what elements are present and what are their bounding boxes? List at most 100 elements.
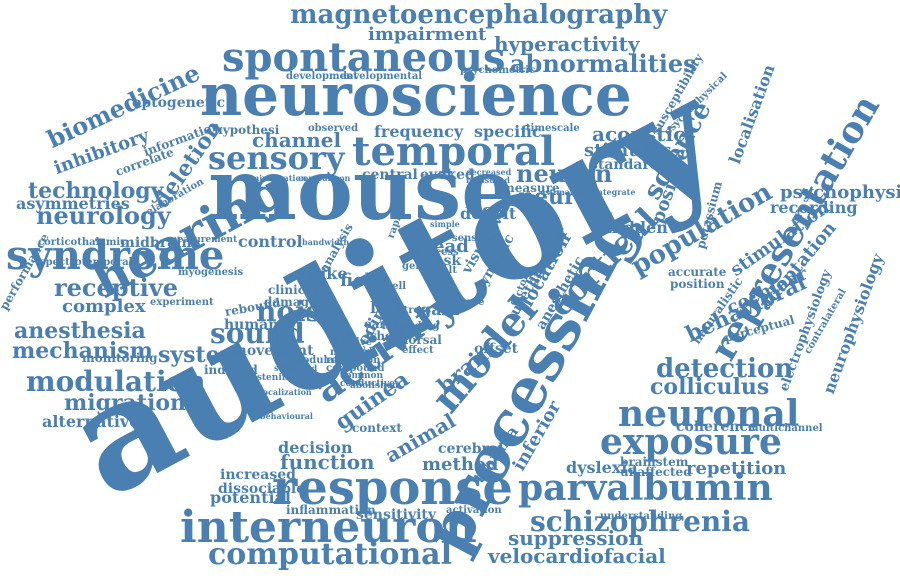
word-dissociable: dissociable [218, 481, 306, 497]
word-abolished: abolished [350, 381, 399, 391]
word-spike: spike [300, 264, 348, 283]
word-developmental: developmental [340, 71, 423, 82]
word-cell: cell [386, 281, 407, 292]
word-multichannel: multichannel [748, 423, 823, 434]
word-modulation: modulation [26, 365, 206, 398]
word-suppression: suppression [508, 526, 644, 550]
word-loss: loss [370, 298, 405, 317]
word-decreased: decreased [466, 167, 512, 177]
word-estimation: estimation [540, 187, 588, 197]
word-damage: damage [264, 295, 317, 309]
word-decision: decision [278, 438, 353, 457]
word-increased: increased [220, 467, 296, 483]
word-understanding: understanding [600, 511, 683, 522]
word-neuronal: neuronal [618, 393, 800, 435]
word-wheel: wheel [366, 329, 405, 343]
word-experiment: experiment [150, 297, 214, 308]
word-human: human [224, 317, 279, 333]
word-velocardiofacial: velocardiofacial [488, 544, 666, 568]
word-standard: standard [590, 157, 660, 173]
word-sensory: sensory [208, 139, 345, 177]
word-spontaneous: spontaneous [222, 34, 506, 81]
word-measure: measure [502, 181, 560, 195]
word-neural: neural [518, 184, 599, 210]
word-result: result [424, 265, 457, 276]
word-early: early [364, 317, 398, 331]
word-simple: simple [430, 219, 460, 229]
word-listening: listening [250, 373, 295, 383]
word-sensitive: sensitive [452, 233, 502, 244]
word-optogenetic: optogenetic [132, 95, 226, 111]
word-repetition: repetition [686, 458, 787, 479]
word-psychometric: psychometric [460, 65, 536, 76]
word-syndrome: syndrome [6, 232, 225, 279]
word-layer: layer [382, 321, 410, 332]
word-stress: stress [398, 305, 432, 316]
word-response: response [272, 460, 513, 516]
word-midbrain: midbrain [120, 235, 192, 251]
word-cerebral: cerebral [438, 441, 504, 457]
word-accurate: accurate [668, 265, 727, 279]
word-kinase: kinase [448, 297, 485, 308]
word-magnetoencephalography: magnetoencephalography [290, 0, 668, 30]
word-corticothalamic: corticothalamic [38, 237, 127, 248]
word-spectrotemporal: spectrotemporal [40, 257, 133, 268]
word-detection: detection [656, 354, 794, 384]
word-monitoring: monitoring [82, 351, 158, 365]
word-reduction: reduction [326, 355, 381, 366]
word-observed: observed [308, 123, 359, 134]
word-sustained: sustained [274, 363, 318, 373]
word-evoked: evoked [420, 167, 475, 183]
word-central: central [362, 167, 418, 183]
word-temporal: temporal [352, 128, 556, 175]
word-offset: offset [474, 341, 519, 357]
word-finding: finding [400, 321, 440, 332]
word-timescale: timescale [526, 123, 580, 134]
word-field: field [340, 270, 384, 291]
word-localisation: localisation [725, 61, 779, 167]
word-technology: technology [28, 178, 164, 204]
word-hypothesi: hypothesi [214, 123, 280, 137]
word-position: position [670, 277, 725, 291]
word-parvalbumin: parvalbumin [518, 467, 773, 509]
word-computational: computational [208, 537, 453, 572]
word-neuroscience: neuroscience [200, 61, 632, 129]
word-conductive: conductive [340, 379, 395, 389]
word-sensitivity: sensitivity [356, 507, 437, 523]
word-alternative: alternative [42, 412, 140, 431]
word-divisive: divisive [330, 337, 373, 348]
word-activation: activation [446, 505, 502, 516]
word-context: context [352, 421, 402, 435]
word-vocalization: vocalization [258, 387, 312, 397]
word-induced: induced [204, 363, 258, 377]
word-genetic: genetic [402, 261, 444, 272]
word-channel: channel [252, 128, 342, 152]
word-hidden: hidden [606, 218, 668, 237]
word-system: system [158, 342, 243, 368]
word-integrate: integrate [594, 187, 636, 197]
word-unaffected: unaffected [620, 465, 692, 479]
word-sound: sound [210, 317, 305, 350]
word-dyslexia: dyslexia [566, 458, 638, 477]
word-method: method [422, 454, 499, 475]
word-movement: movement [232, 343, 314, 359]
word-modulator: modulator [292, 355, 351, 366]
word-schizophrenia: schizophrenia [530, 505, 751, 538]
word-network: network [330, 347, 376, 358]
word-migration: migration [64, 390, 187, 416]
word-myogenesis: myogenesis [178, 267, 244, 278]
word-inflammation: inflammation [286, 503, 376, 517]
word-dorsal: dorsal [400, 333, 442, 347]
word-complex: complex [62, 296, 146, 317]
word-recording: recording [770, 198, 858, 217]
word-head: head [420, 236, 469, 257]
word-compound: compound [326, 363, 385, 374]
word-development: development [286, 71, 358, 82]
word-mouse: mouse [208, 140, 515, 239]
word-effect: effect [402, 345, 434, 356]
word-brainstem: brainstem [620, 455, 689, 469]
word-function: function [280, 450, 375, 474]
word-gain: gain [420, 300, 460, 319]
word-acoustic: acoustic [592, 122, 686, 146]
